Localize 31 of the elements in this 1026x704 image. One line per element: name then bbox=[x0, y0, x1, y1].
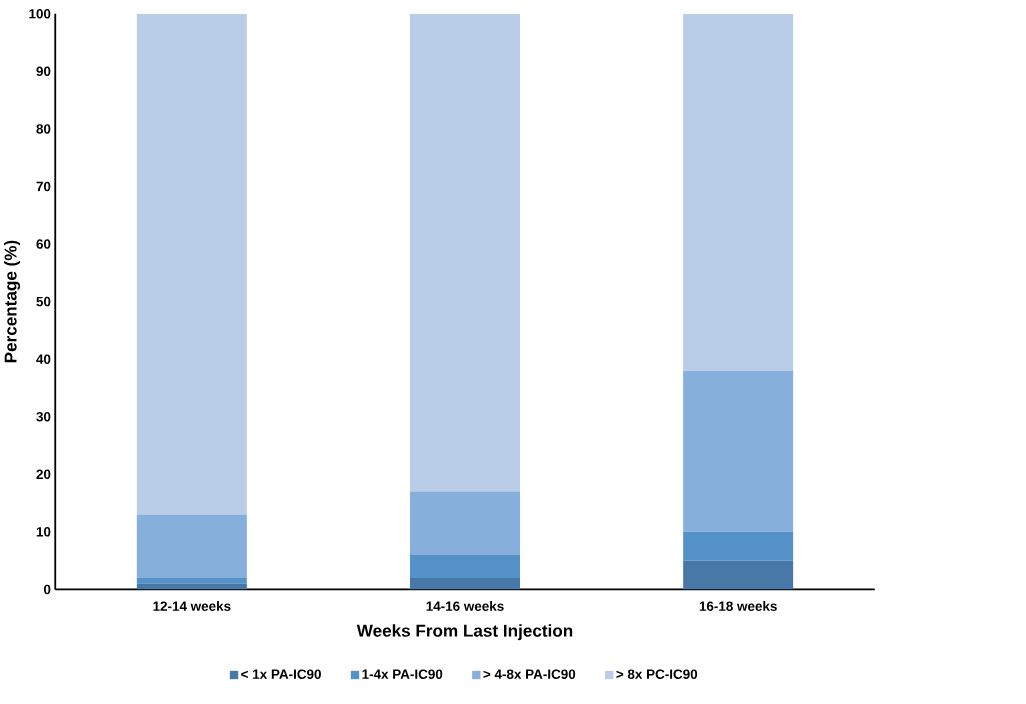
bar bbox=[683, 560, 794, 590]
y-tick-label: 20 bbox=[36, 469, 51, 480]
x-tick-label: 14-16 weeks bbox=[426, 601, 504, 611]
legend-label: > 4-8x PA-IC90 bbox=[483, 669, 576, 679]
x-tick-label: 16-18 weeks bbox=[699, 601, 777, 611]
bar bbox=[410, 491, 520, 555]
legend-label: < 1x PA-IC90 bbox=[241, 669, 321, 679]
bar bbox=[136, 514, 247, 578]
y-tick-label: 10 bbox=[36, 527, 51, 537]
y-tick-label: 70 bbox=[36, 181, 51, 192]
y-tick-label: 0 bbox=[43, 584, 51, 595]
legend-label: > 8x PC-IC90 bbox=[616, 669, 698, 679]
y-axis-title: Percentage (%) bbox=[4, 240, 21, 363]
y-tick-label: 60 bbox=[36, 239, 51, 249]
y-tick-label: 90 bbox=[36, 66, 51, 77]
y-tick-label: 30 bbox=[36, 411, 51, 422]
bar bbox=[410, 13, 520, 492]
x-axis-title: Weeks From Last Injection bbox=[356, 624, 573, 641]
y-tick-label: 100 bbox=[29, 9, 51, 19]
bar bbox=[683, 531, 794, 561]
y-tick-label: 40 bbox=[36, 354, 51, 364]
bar bbox=[683, 13, 794, 371]
x-tick-label: 12-14 weeks bbox=[153, 601, 231, 611]
bar bbox=[683, 370, 794, 532]
y-tick-label: 50 bbox=[36, 296, 51, 307]
bar bbox=[410, 554, 520, 578]
bar bbox=[136, 577, 247, 584]
y-tick-label: 80 bbox=[36, 124, 51, 134]
bar bbox=[410, 577, 520, 590]
bar bbox=[136, 13, 247, 515]
legend-label: 1-4x PA-IC90 bbox=[362, 669, 443, 679]
